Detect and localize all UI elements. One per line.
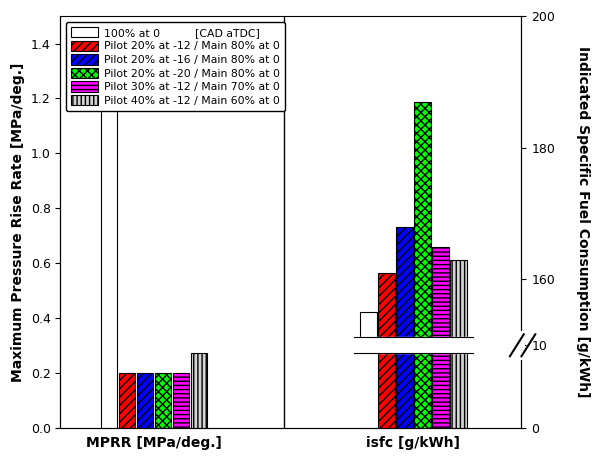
Bar xyxy=(450,345,467,427)
Bar xyxy=(432,247,449,345)
Y-axis label: Indicated Specific Fuel Consumption [g/kWh]: Indicated Specific Fuel Consumption [g/k… xyxy=(576,46,590,397)
Bar xyxy=(100,71,117,427)
Bar xyxy=(172,372,189,427)
Legend: 100% at 0          [CAD aTDC], Pilot 20% at -12 / Main 80% at 0, Pilot 20% at -1: 100% at 0 [CAD aTDC], Pilot 20% at -12 /… xyxy=(66,22,285,111)
Bar xyxy=(378,273,395,345)
Bar xyxy=(360,313,377,345)
Bar xyxy=(118,372,135,427)
Bar xyxy=(450,260,467,345)
Bar xyxy=(414,102,431,345)
Y-axis label: Maximum Pressure Rise Rate [MPa/deg.]: Maximum Pressure Rise Rate [MPa/deg.] xyxy=(11,62,25,382)
Bar xyxy=(136,372,153,427)
Bar xyxy=(378,345,395,427)
Bar xyxy=(353,337,473,354)
Bar xyxy=(414,345,431,427)
Bar xyxy=(154,372,171,427)
Bar xyxy=(191,354,207,427)
Bar xyxy=(396,227,413,345)
Bar xyxy=(432,345,449,427)
Bar xyxy=(396,345,413,427)
